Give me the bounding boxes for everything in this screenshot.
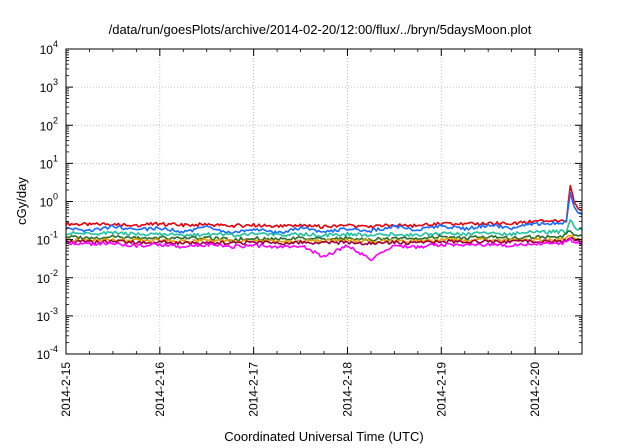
y-tick-exponent: 2 [53,115,58,125]
y-tick-label: 100 [40,192,58,210]
x-axis: 2014-2-15 2014-2-16 2014-2-17 2014-2-18 2014… [59,49,583,417]
y-tick-exponent: 0 [53,192,58,202]
x-tick-label: 2014-2-17 [247,362,261,417]
y-tick-exponent: 1 [53,153,58,163]
y-tick-label: 10-1 [37,230,58,248]
x-tick-label: 2014-2-19 [434,362,448,417]
y-tick-label: 10-3 [37,306,58,324]
y-tick-base: 10 [40,157,54,171]
x-axis-label: Coordinated Universal Time (UTC) [224,429,423,444]
series-line [65,230,583,242]
y-tick-exponent: 3 [53,77,58,87]
y-tick-base: 10 [37,234,51,248]
y-tick-label: 10-2 [37,268,58,286]
y-tick-exponent: -4 [50,344,58,354]
y-tick-base: 10 [40,43,54,57]
series-line [65,237,583,262]
y-tick-exponent: 4 [53,39,58,49]
y-tick-label: 101 [40,153,58,171]
y-tick-base: 10 [37,348,51,362]
y-axis-label: cGy/day [14,177,29,225]
series-line [65,191,583,235]
y-tick-label: 103 [40,77,58,95]
x-tick-label: 2014-2-18 [340,362,354,417]
series-line [66,219,583,238]
y-tick-base: 10 [40,119,54,133]
y-tick-exponent: -3 [50,306,58,316]
y-tick-exponent: -1 [50,230,58,240]
y-tick-label: 102 [40,115,58,133]
y-tick-label: 10-4 [37,344,58,362]
y-tick-label: 104 [40,39,58,57]
y-tick-base: 10 [40,81,54,95]
y-tick-base: 10 [37,272,51,286]
x-tick-label: 2014-2-15 [59,362,73,417]
x-tick-label: 2014-2-16 [153,362,167,417]
chart-title: /data/run/goesPlots/archive/2014-02-20/1… [108,22,532,37]
y-tick-base: 10 [40,196,54,210]
y-tick-base: 10 [37,310,51,324]
y-tick-exponent: -2 [50,268,58,278]
series-layer [65,184,583,262]
x-tick-label: 2014-2-20 [528,362,542,417]
